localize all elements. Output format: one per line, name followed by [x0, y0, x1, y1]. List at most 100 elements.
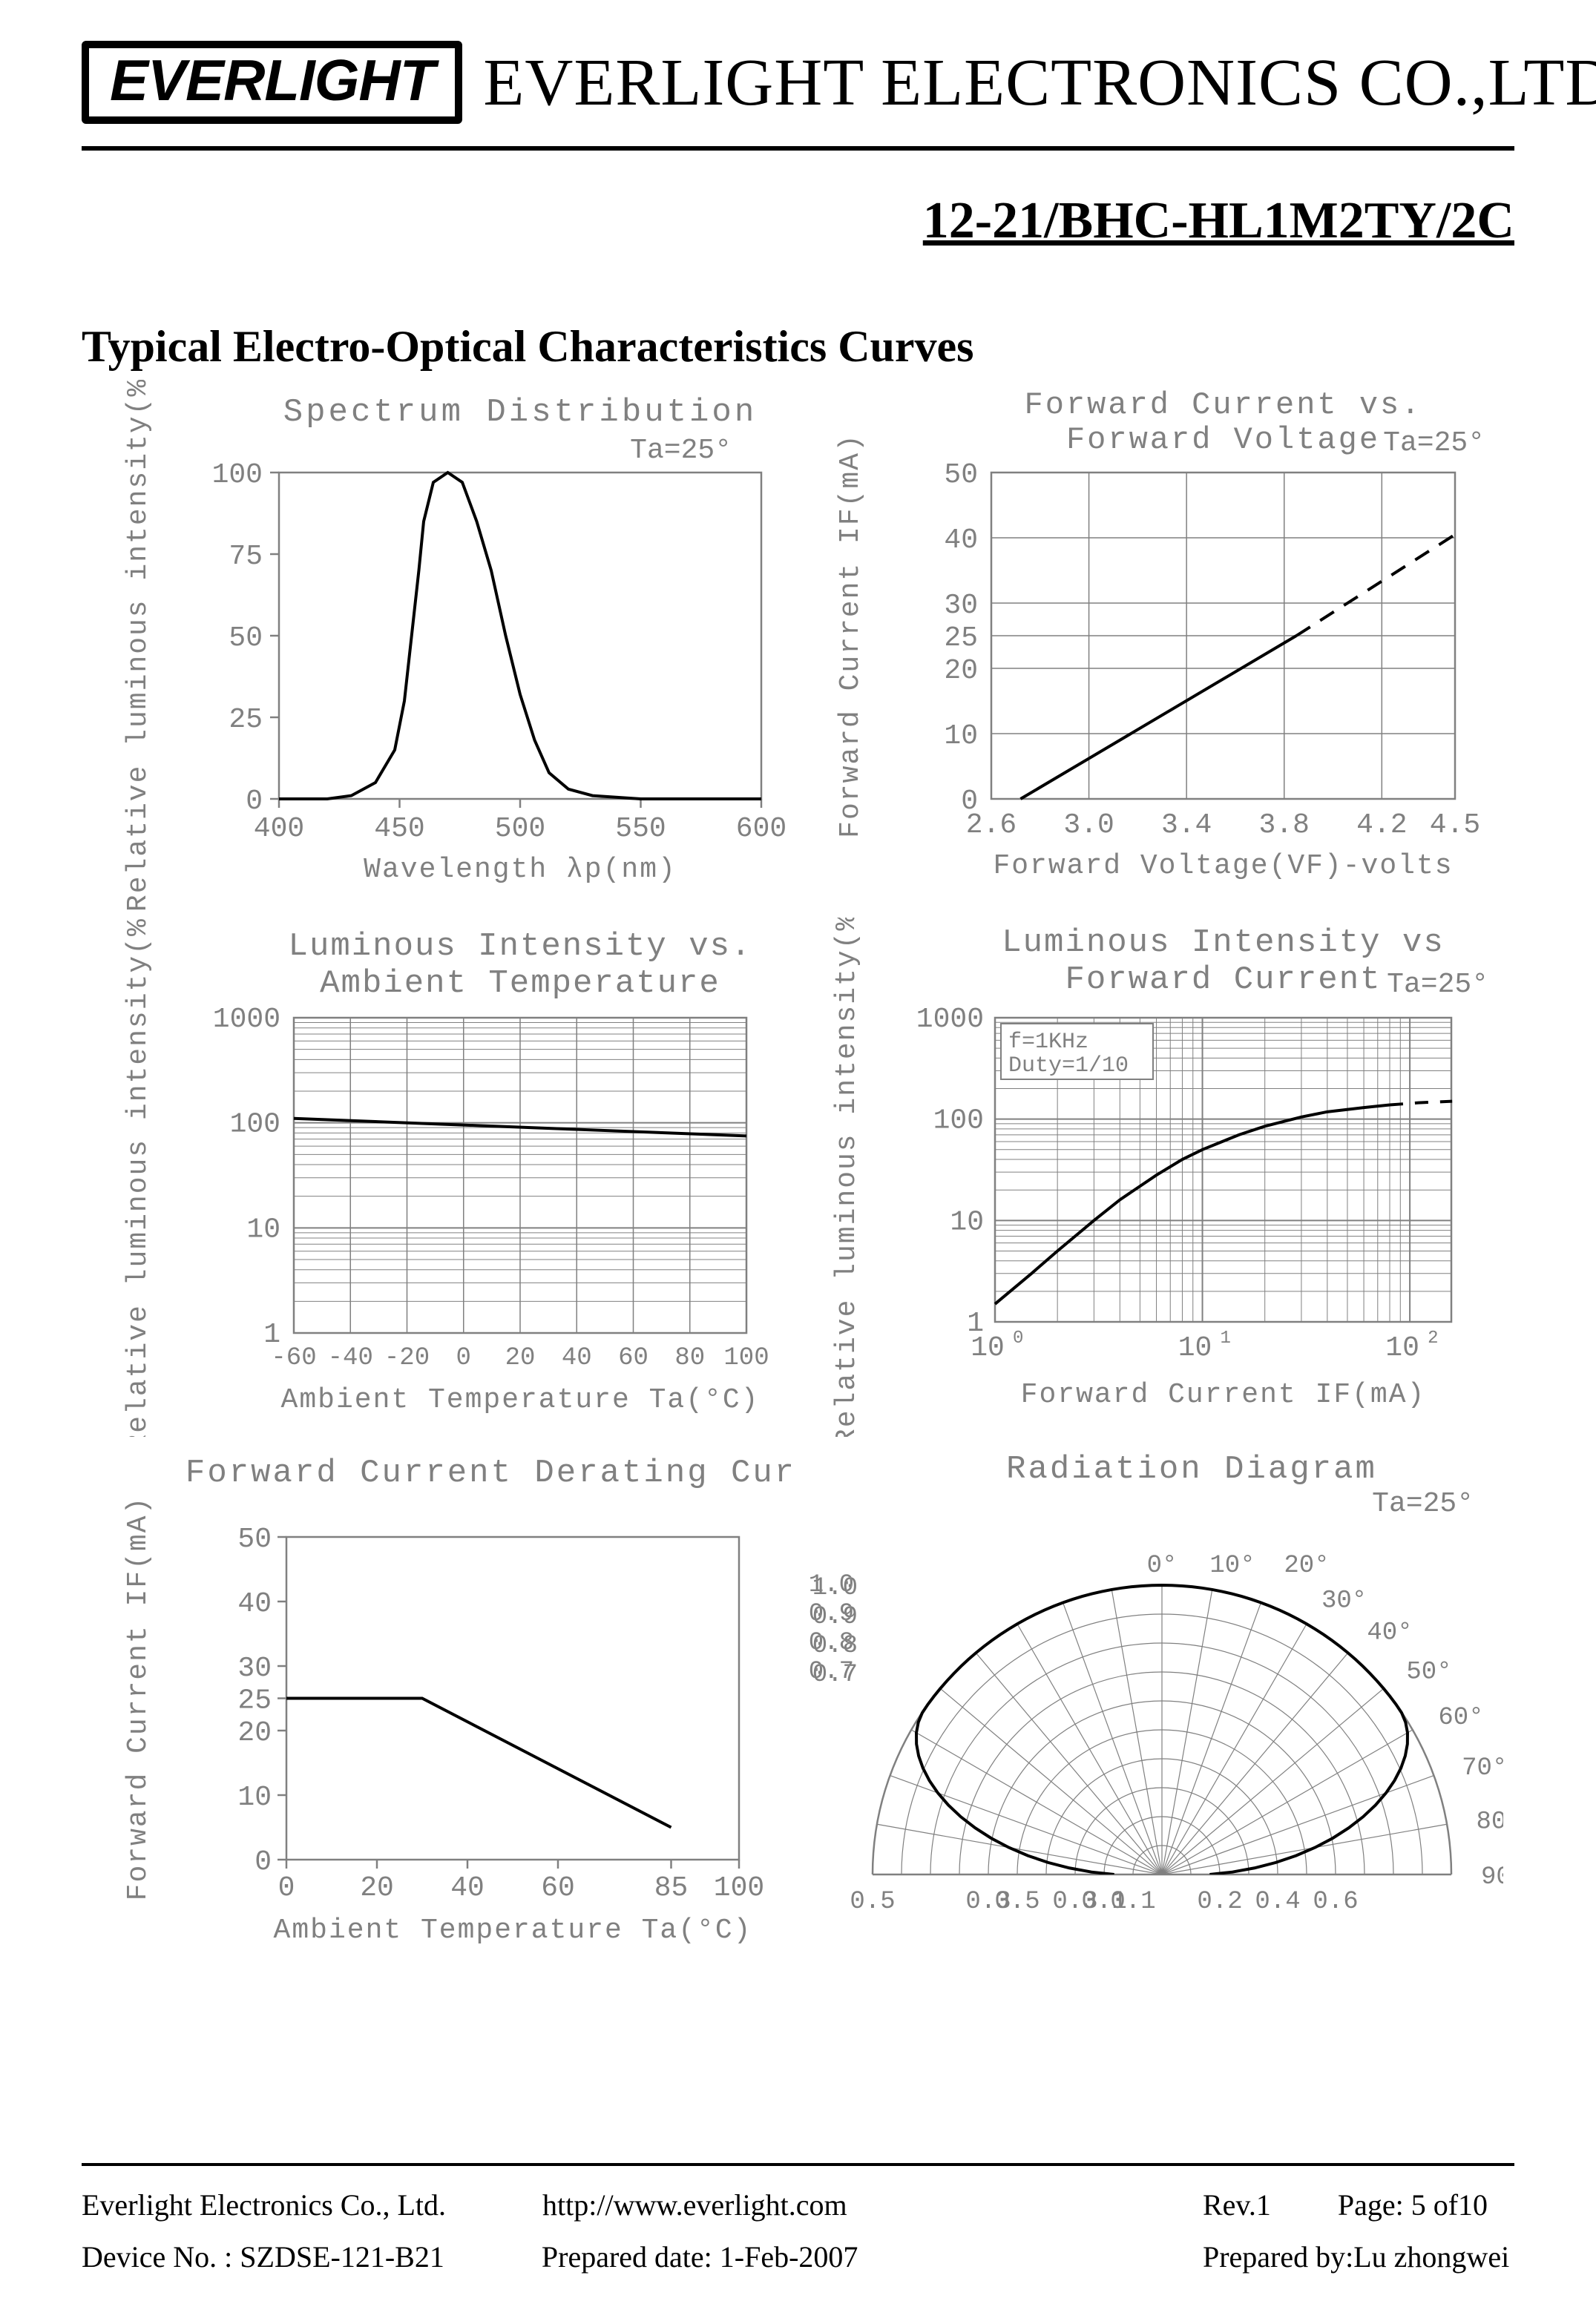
- svg-text:Spectrum Distribution: Spectrum Distribution: [283, 394, 757, 431]
- part-number: 12-21/BHC-HL1M2TY/2C: [82, 191, 1514, 251]
- svg-text:4.2: 4.2: [1356, 809, 1407, 841]
- svg-text:Radiation Diagram: Radiation Diagram: [1006, 1451, 1377, 1488]
- svg-text:Forward Voltage: Forward Voltage: [1065, 422, 1379, 458]
- svg-text:0: 0: [278, 1872, 295, 1904]
- footer-url: http://www.everlight.com: [542, 2179, 1106, 2231]
- svg-text:Relative luminous intensity(%): Relative luminous intensity(%): [831, 918, 863, 1437]
- svg-text:Forward Current IF(mA): Forward Current IF(mA): [1020, 1379, 1425, 1411]
- svg-text:1000: 1000: [916, 1004, 983, 1036]
- svg-text:10: 10: [950, 1206, 984, 1238]
- svg-text:0.1: 0.1: [1110, 1888, 1155, 1916]
- svg-text:70°: 70°: [1462, 1754, 1503, 1782]
- svg-text:100: 100: [723, 1344, 769, 1372]
- chart-iv: Forward Current vs.Forward VoltageTa=25°…: [806, 380, 1503, 914]
- chart-li-if: Luminous Intensity vsForward CurrentTa=2…: [806, 918, 1503, 1437]
- svg-text:0°: 0°: [1146, 1552, 1177, 1580]
- svg-text:0.7: 0.7: [812, 1661, 857, 1689]
- svg-text:100: 100: [229, 1109, 280, 1141]
- svg-text:40: 40: [561, 1344, 591, 1372]
- svg-text:1: 1: [263, 1319, 280, 1351]
- svg-text:80: 80: [674, 1344, 705, 1372]
- svg-text:0: 0: [246, 786, 263, 817]
- svg-text:Ta=25°: Ta=25°: [1387, 969, 1488, 1001]
- chart-row-1: Spectrum DistributionTa=25°4004505005506…: [82, 380, 1514, 914]
- svg-text:Forward Current Derating Curve: Forward Current Derating Curve: [185, 1455, 790, 1492]
- svg-text:1.0: 1.0: [812, 1574, 857, 1602]
- svg-text:0.5: 0.5: [850, 1888, 895, 1916]
- svg-text:40°: 40°: [1367, 1619, 1412, 1647]
- footer-prepared: Prepared by:Lu zhongwei: [1203, 2231, 1514, 2283]
- svg-text:3.0: 3.0: [1063, 809, 1114, 841]
- svg-text:20: 20: [505, 1344, 535, 1372]
- svg-text:60°: 60°: [1438, 1704, 1483, 1732]
- svg-text:2: 2: [1428, 1329, 1438, 1349]
- svg-text:75: 75: [229, 541, 263, 573]
- footer-page: Page: 5 of10: [1338, 2188, 1488, 2222]
- svg-text:90°: 90°: [1481, 1863, 1503, 1892]
- svg-text:550: 550: [615, 813, 666, 845]
- svg-text:20: 20: [944, 655, 978, 687]
- svg-text:Relative luminous intensity(%): Relative luminous intensity(%): [122, 918, 154, 1437]
- svg-text:0.9: 0.9: [812, 1603, 857, 1631]
- svg-text:1000: 1000: [212, 1004, 280, 1036]
- svg-text:25: 25: [237, 1685, 272, 1717]
- svg-text:0: 0: [1013, 1329, 1023, 1349]
- svg-text:Forward Current: Forward Current: [1065, 961, 1381, 998]
- svg-text:0: 0: [456, 1344, 470, 1372]
- svg-text:Ambient Temperature Ta(°C): Ambient Temperature Ta(°C): [280, 1384, 759, 1416]
- svg-text:600: 600: [735, 813, 786, 845]
- svg-text:25: 25: [944, 622, 978, 654]
- svg-text:30: 30: [237, 1653, 272, 1685]
- svg-text:Forward Current IF(mA): Forward Current IF(mA): [122, 1496, 154, 1901]
- svg-text:100: 100: [211, 459, 262, 491]
- svg-text:85: 85: [654, 1872, 688, 1904]
- svg-text:0: 0: [254, 1846, 272, 1878]
- svg-text:80°: 80°: [1476, 1808, 1503, 1836]
- chart-row-2: Luminous Intensity vs.Ambient Temperatur…: [82, 918, 1514, 1437]
- svg-text:Ta=25°: Ta=25°: [1372, 1488, 1474, 1520]
- svg-text:Ta=25°: Ta=25°: [630, 435, 732, 467]
- svg-text:100: 100: [933, 1105, 983, 1137]
- footer-company: Everlight Electronics Co., Ltd.: [82, 2179, 446, 2231]
- svg-text:25: 25: [229, 704, 263, 736]
- svg-text:30°: 30°: [1321, 1587, 1367, 1616]
- footer-row-2: Device No. : SZDSE-121-B21 Prepared date…: [82, 2231, 1514, 2283]
- svg-text:0.2: 0.2: [1197, 1888, 1242, 1916]
- svg-text:10: 10: [246, 1214, 280, 1245]
- svg-text:1: 1: [967, 1308, 984, 1340]
- svg-text:-20: -20: [384, 1344, 429, 1372]
- svg-text:500: 500: [494, 813, 545, 845]
- svg-text:10: 10: [944, 720, 978, 752]
- svg-text:f=1KHz: f=1KHz: [1008, 1030, 1088, 1055]
- svg-text:Ambient Temperature Ta(°C): Ambient Temperature Ta(°C): [273, 1915, 752, 1946]
- svg-text:50: 50: [237, 1524, 272, 1556]
- svg-text:3.4: 3.4: [1160, 809, 1211, 841]
- footer-rev: Rev.1: [1203, 2188, 1271, 2222]
- chart-spectrum: Spectrum DistributionTa=25°4004505005506…: [93, 380, 791, 914]
- svg-text:50°: 50°: [1406, 1659, 1451, 1687]
- svg-text:-40: -40: [327, 1344, 372, 1372]
- svg-text:100: 100: [713, 1872, 763, 1904]
- footer: Everlight Electronics Co., Ltd. http://w…: [82, 2157, 1514, 2283]
- svg-text:0.8: 0.8: [812, 1632, 857, 1660]
- svg-text:Ambient Temperature: Ambient Temperature: [320, 965, 720, 1002]
- footer-rule: [82, 2163, 1514, 2166]
- company-name: EVERLIGHT ELECTRONICS CO.,LTD.: [483, 45, 1596, 121]
- svg-text:0.4: 0.4: [1255, 1888, 1300, 1916]
- svg-text:Ta=25°: Ta=25°: [1383, 427, 1485, 459]
- svg-text:0: 0: [961, 786, 978, 817]
- svg-text:0.3: 0.3: [1052, 1888, 1097, 1916]
- svg-text:400: 400: [253, 813, 303, 845]
- svg-text:1: 1: [1220, 1329, 1230, 1349]
- header-rule: [82, 146, 1514, 151]
- footer-row-1: Everlight Electronics Co., Ltd. http://w…: [82, 2179, 1514, 2231]
- svg-text:20°: 20°: [1284, 1552, 1329, 1580]
- svg-text:60: 60: [618, 1344, 648, 1372]
- svg-text:50: 50: [229, 622, 263, 654]
- svg-text:Luminous Intensity vs.: Luminous Intensity vs.: [288, 928, 752, 965]
- svg-text:3.8: 3.8: [1258, 809, 1309, 841]
- svg-text:0.6: 0.6: [1313, 1888, 1358, 1916]
- svg-text:Relative luminous intensity(%): Relative luminous intensity(%): [122, 380, 154, 912]
- section-title: Typical Electro-Optical Characteristics …: [82, 321, 1514, 372]
- svg-text:Luminous Intensity vs: Luminous Intensity vs: [1002, 924, 1445, 961]
